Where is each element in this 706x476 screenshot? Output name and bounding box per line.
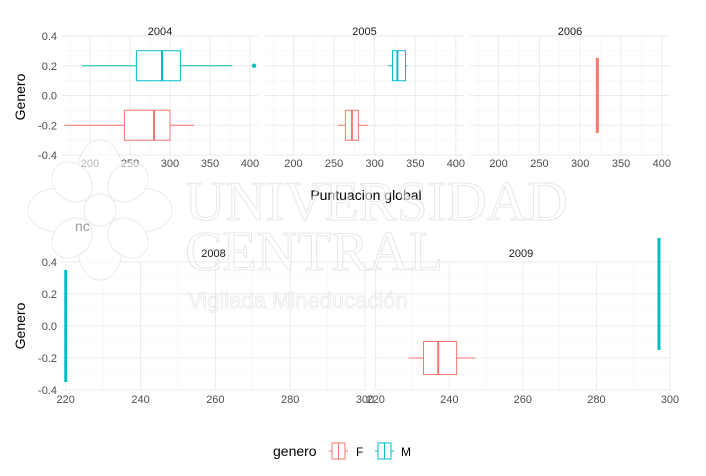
x-tick-label: 250 xyxy=(325,158,343,170)
y-tick-label: -0.4 xyxy=(38,385,57,397)
x-tick-label: 400 xyxy=(653,158,671,170)
facet-strip-label: 2005 xyxy=(352,26,376,38)
label-layer: 2004 200 250 300 350 400 2005 200 250 300 350 400 20… xyxy=(38,26,679,406)
legend: genero F M xyxy=(273,442,411,460)
x-tick-label: 260 xyxy=(514,394,532,406)
x-tick-label: 400 xyxy=(241,158,259,170)
x-tick-label: 280 xyxy=(281,394,299,406)
x-tick-label: 300 xyxy=(661,394,679,406)
facet-strip-label: 2004 xyxy=(148,26,172,38)
facet-strip-label: 2006 xyxy=(558,26,582,38)
x-tick-label: 220 xyxy=(366,394,384,406)
y-tick-label: 0.0 xyxy=(42,321,57,333)
grid-layer xyxy=(62,35,671,391)
box-f xyxy=(123,109,171,141)
y-tick-label: -0.4 xyxy=(38,150,57,162)
bottom-y-axis-title: Genero xyxy=(12,302,28,349)
x-tick-label: 300 xyxy=(356,394,374,406)
legend-label-m: M xyxy=(401,445,411,459)
x-tick-label: 300 xyxy=(161,158,179,170)
y-tick-label: 0.4 xyxy=(42,257,57,269)
x-tick-label: 350 xyxy=(201,158,219,170)
legend-title: genero xyxy=(273,443,317,459)
top-x-axis-title: Puntuacion global xyxy=(310,187,421,203)
outlier-point xyxy=(251,63,257,68)
facet-strip-label: 2009 xyxy=(509,248,533,260)
legend-key-m xyxy=(375,442,394,460)
x-tick-label: 240 xyxy=(440,394,458,406)
x-tick-label: 200 xyxy=(489,158,507,170)
x-tick-label: 260 xyxy=(206,394,224,406)
y-tick-label: 0.0 xyxy=(42,91,57,103)
facet-strip-label: 2008 xyxy=(201,248,225,260)
mark-layer xyxy=(64,50,661,382)
x-tick-label: 400 xyxy=(447,158,465,170)
y-tick-label: 0.2 xyxy=(42,61,57,73)
legend-label-f: F xyxy=(356,445,363,459)
x-tick-label: 280 xyxy=(587,394,605,406)
box-f xyxy=(423,341,458,375)
legend-key-f xyxy=(329,442,348,460)
y-tick-label: -0.2 xyxy=(38,120,57,132)
x-tick-label: 240 xyxy=(131,394,149,406)
top-y-axis-title: Genero xyxy=(12,73,28,120)
box-m xyxy=(392,50,407,82)
y-tick-label: -0.2 xyxy=(38,353,57,365)
watermark-line-1: UNIVERSIDAD xyxy=(185,171,568,233)
x-tick-label: 300 xyxy=(571,158,589,170)
x-tick-label: 200 xyxy=(284,158,302,170)
y-tick-label: 0.4 xyxy=(42,31,57,43)
watermark-line-2: CENTRAL xyxy=(185,221,443,283)
x-tick-label: 300 xyxy=(365,158,383,170)
y-tick-label: 0.2 xyxy=(42,289,57,301)
watermark-line-3: Vigilada Mineducación xyxy=(188,288,408,313)
x-tick-label: 220 xyxy=(57,394,75,406)
x-tick-label: 250 xyxy=(530,158,548,170)
box-m xyxy=(135,50,181,82)
watermark: UNIVERSIDAD CENTRAL Vigilada Mineducació… xyxy=(27,139,568,313)
x-tick-label: 350 xyxy=(612,158,630,170)
x-tick-label: 350 xyxy=(406,158,424,170)
flower-logo-icon xyxy=(27,139,173,281)
